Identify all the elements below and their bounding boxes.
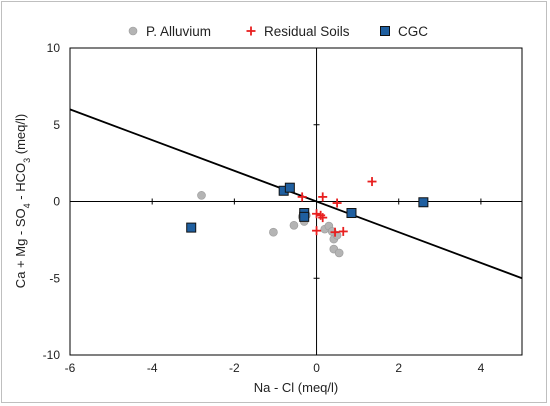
series-square	[186, 182, 429, 233]
data-point	[332, 198, 342, 208]
legend: P. Alluvium Residual Soils CGC	[128, 24, 428, 39]
x-axis-label: Na - Cl (meq/l)	[254, 380, 339, 395]
data-point	[318, 192, 328, 202]
y-tick-label: 0	[53, 195, 60, 209]
data-point	[338, 226, 348, 236]
y-tick-label: 5	[53, 118, 60, 132]
y-axis-label-part: 3	[22, 158, 32, 163]
data-point	[418, 197, 429, 208]
data-point	[299, 211, 310, 222]
legend-label: P. Alluvium	[146, 24, 211, 39]
y-tick-label: -5	[49, 271, 60, 285]
x-tick-label: 4	[478, 361, 485, 375]
legend-marker	[246, 26, 256, 36]
data-point	[367, 177, 377, 187]
legend-label: Residual Soils	[264, 24, 350, 39]
x-tick-label: -2	[229, 361, 240, 375]
legend-item: CGC	[380, 24, 428, 39]
data-point	[330, 227, 340, 237]
legend-item: Residual Soils	[246, 24, 350, 39]
data-point	[197, 191, 206, 200]
data-point	[289, 220, 299, 230]
data-point	[297, 192, 307, 202]
y-axis-label: Ca + Mg - SO4 - HCO3 (meq/l)	[13, 114, 32, 288]
data-point	[318, 213, 328, 223]
reference-line	[69, 108, 523, 280]
x-axis-ticks: -6 -4 -2 0 2 4	[65, 198, 485, 375]
data-point	[284, 182, 295, 193]
x-tick-label: -4	[147, 361, 158, 375]
data-point	[346, 208, 357, 219]
data-point	[269, 227, 278, 237]
x-tick-label: 0	[313, 361, 320, 375]
y-axis-label-part: - HCO	[13, 163, 28, 203]
data-point	[334, 248, 344, 258]
y-axis-ticks: -10 -5 0 5 10	[43, 41, 320, 362]
y-axis-label-part: Ca + Mg - SO	[13, 208, 28, 288]
legend-label: CGC	[398, 24, 428, 39]
plot-area	[69, 47, 523, 356]
y-tick-label: 10	[47, 41, 61, 55]
data-point	[312, 226, 322, 236]
y-axis-label-part: 4	[22, 203, 32, 208]
legend-marker	[380, 26, 390, 36]
y-axis-label-part: (meq/l)	[13, 114, 28, 158]
series-plus	[297, 177, 377, 237]
data-point	[186, 222, 197, 233]
y-tick-label: -10	[43, 348, 61, 362]
x-tick-label: 2	[395, 361, 402, 375]
data-point	[312, 209, 322, 219]
series-circle	[197, 191, 344, 258]
legend-marker	[128, 26, 138, 36]
legend-item: P. Alluvium	[128, 24, 211, 39]
x-tick-label: -6	[65, 361, 76, 375]
